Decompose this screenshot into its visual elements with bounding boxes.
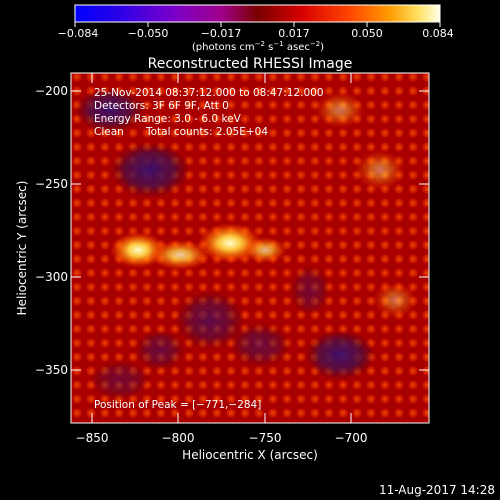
x-tick-label: −850 — [76, 431, 109, 445]
y-axis — [71, 90, 429, 371]
y-tick-label: −200 — [35, 84, 68, 98]
x-tick-label: −800 — [162, 431, 195, 445]
peak-position-text: Position of Peak = [−771,−284] — [94, 399, 261, 411]
colorbar-ticks — [74, 22, 441, 27]
x-axis-label: Heliocentric X (arcsec) — [182, 448, 318, 462]
plot-title: Reconstructed RHESSI Image — [148, 56, 353, 72]
y-tick-label: −300 — [35, 270, 68, 284]
colorbar-tick-label: −0.050 — [128, 27, 169, 40]
colorbar-tick-label: 0.050 — [351, 27, 383, 40]
total-counts-text: Total counts: 2.05E+04 — [145, 126, 268, 138]
y-tick-label: −350 — [35, 363, 68, 377]
clean-text: Clean — [94, 126, 124, 138]
x-tick-label: −700 — [335, 431, 368, 445]
colorbar-tick-label: −0.084 — [58, 27, 99, 40]
x-axis — [91, 73, 352, 423]
detectors-text: Detectors: 3F 6F 9F, Att 0 — [94, 100, 229, 112]
colorbar-gradient — [74, 4, 441, 23]
y-tick-label: −250 — [35, 177, 68, 191]
energy-range-text: Energy Range: 3.0 - 6.0 keV — [94, 113, 242, 125]
time-range-text: 25-Nov-2014 08:37:12.000 to 08:47:12.000 — [94, 87, 324, 99]
colorbar-tick-label: 0.017 — [278, 27, 310, 40]
colorbar-units: (photons cm−2 s−1 asec−2) — [192, 40, 324, 53]
colorbar-tick-label: 0.084 — [422, 27, 454, 40]
x-tick-label: −750 — [249, 431, 282, 445]
colorbar: −0.084 −0.050 −0.017 0.017 0.050 0.084 (… — [58, 4, 454, 53]
rhessi-image — [71, 73, 429, 423]
colorbar-tick-label: −0.017 — [201, 27, 242, 40]
plot-frame — [70, 72, 430, 424]
y-axis-label: Heliocentric Y (arcsec) — [15, 181, 29, 316]
generation-timestamp: 11-Aug-2017 14:28 — [379, 483, 495, 497]
